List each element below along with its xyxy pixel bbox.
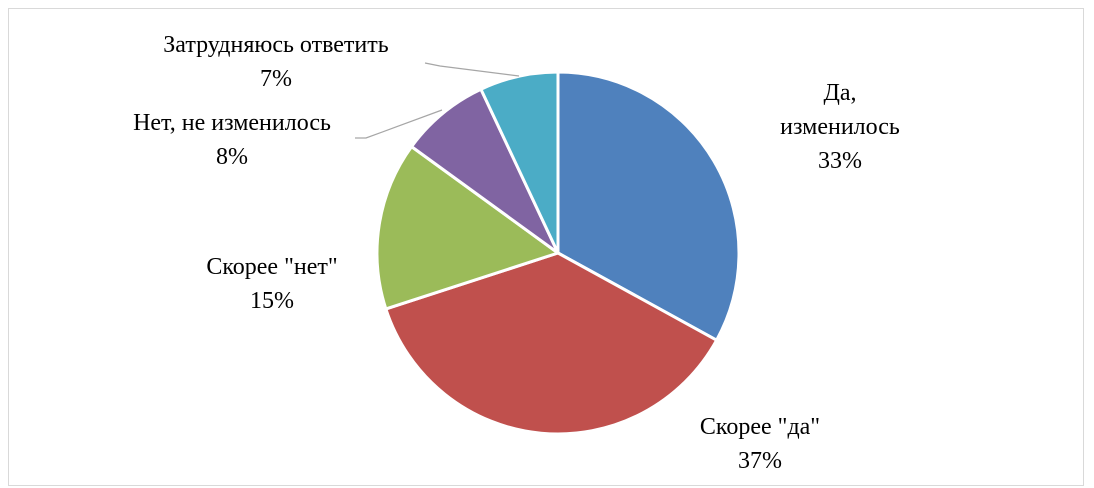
data-label: Да, изменилось 33% (765, 76, 915, 178)
leader-line (355, 109, 443, 139)
data-label: Скорее "нет" 15% (162, 250, 382, 318)
value-label: 8% (216, 144, 248, 170)
category-label: Скорее "да" (699, 414, 821, 440)
leader-line (424, 62, 520, 77)
pie-slice (409, 87, 560, 255)
value-label: 15% (250, 288, 294, 314)
pie-slice (375, 144, 562, 311)
category-label: Нет, не изменилось (133, 110, 331, 136)
data-label: Нет, не изменилось 8% (82, 106, 382, 174)
category-label: Затрудняюсь ответить (163, 32, 389, 58)
data-label: Затрудняюсь ответить 7% (96, 28, 456, 96)
pie-slice (383, 251, 719, 436)
category-label: Скорее "нет" (206, 254, 338, 280)
data-label: Скорее "да" 37% (665, 410, 855, 478)
value-label: 7% (260, 66, 292, 92)
chart-frame (8, 8, 1084, 486)
value-label: 37% (738, 448, 782, 474)
pie-slice (556, 70, 741, 343)
category-label: Да, изменилось (780, 80, 900, 140)
value-label: 33% (818, 148, 862, 174)
